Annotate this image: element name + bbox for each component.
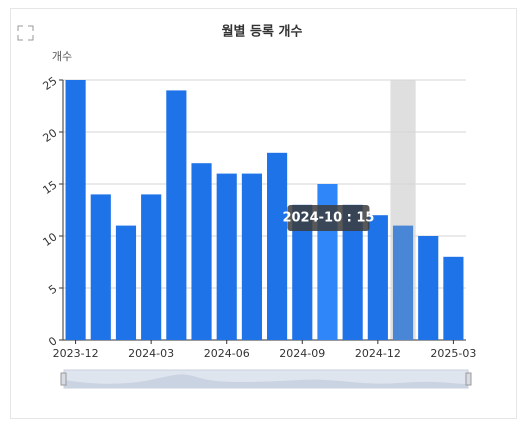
zoom-handle[interactable] (465, 372, 472, 386)
x-tick-label: 2023-12 (53, 347, 99, 360)
bar[interactable] (115, 225, 137, 340)
x-tick-label: 2024-03 (128, 347, 174, 360)
bar[interactable] (418, 236, 439, 340)
bar[interactable] (392, 225, 414, 340)
bar[interactable] (292, 204, 313, 340)
bar[interactable] (267, 152, 288, 340)
tooltip-box (287, 205, 370, 231)
expand-icon[interactable] (17, 25, 34, 41)
bar[interactable] (191, 163, 212, 340)
y-axis-label: 개수 (52, 50, 72, 63)
bar[interactable] (241, 173, 262, 340)
bar[interactable] (367, 215, 388, 340)
x-tick-label: 2024-12 (355, 347, 401, 360)
bar[interactable] (65, 80, 86, 340)
bar[interactable] (90, 194, 111, 340)
bar[interactable] (216, 173, 237, 340)
bar[interactable] (141, 194, 162, 340)
chart-title: 월별 등록 개수 (222, 24, 303, 40)
data-zoom[interactable] (60, 369, 472, 389)
x-tick-label: 2025-03 (430, 347, 476, 360)
zoom-handle[interactable] (60, 372, 67, 386)
tooltip: 2024-10 : 15 (282, 211, 374, 226)
x-tick-label: 2024-06 (204, 347, 250, 360)
bar[interactable] (342, 204, 363, 340)
bar[interactable] (166, 90, 187, 341)
bar[interactable] (443, 256, 464, 340)
zoom-preview (64, 374, 468, 388)
x-tick-label: 2024-09 (279, 347, 325, 360)
